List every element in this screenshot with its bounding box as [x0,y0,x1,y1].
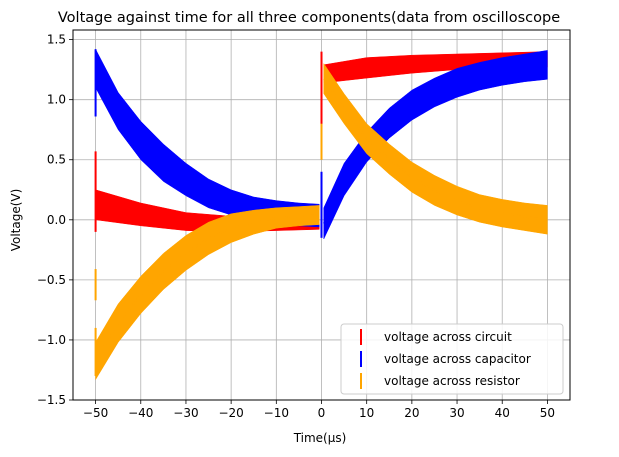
y-tick-label: −1.0 [37,333,66,347]
x-tick-label: −40 [128,406,153,420]
legend: voltage across circuit voltage across cap… [340,323,564,395]
y-tick-label: −0.5 [37,273,66,287]
series-2-band-left [95,205,320,381]
legend-label-0: voltage across circuit [384,330,512,344]
x-tick-label: 20 [404,406,419,420]
legend-label-2: voltage across resistor [384,374,520,388]
y-tick-label: 0.5 [47,153,66,167]
y-axis-label: Voltage(V) [9,189,23,252]
x-tick-label: 50 [540,406,555,420]
series-2-trace-left [94,214,320,362]
series-1-trace-right [323,64,548,224]
y-tick-label: 1.0 [47,93,66,107]
y-tick-label: 1.5 [47,33,66,47]
series-2 [94,62,548,381]
y-tick-label: 0.0 [47,213,66,227]
series-2-trace-right [323,78,548,221]
x-tick-label: 40 [495,406,510,420]
x-tick-label: −10 [264,406,289,420]
x-tick-label: 0 [318,406,326,420]
x-tick-label: 10 [359,406,374,420]
x-tick-label: 30 [449,406,464,420]
y-tick-label: −1.5 [37,393,66,407]
x-tick-label: −50 [83,406,108,420]
legend-box [340,323,564,395]
plot-area [94,49,548,381]
axis-ticks: −50 −40 −30 −20 −10 0 10 20 30 40 50 −1.5 −1.0 −0.5 0.… [37,33,555,420]
chart-title: Voltage against time for all three compo… [58,10,560,26]
x-tick-label: −20 [218,406,243,420]
x-axis-label: Time(μs) [293,431,347,445]
x-tick-label: −30 [173,406,198,420]
legend-label-1: voltage across capacitor [384,352,531,366]
